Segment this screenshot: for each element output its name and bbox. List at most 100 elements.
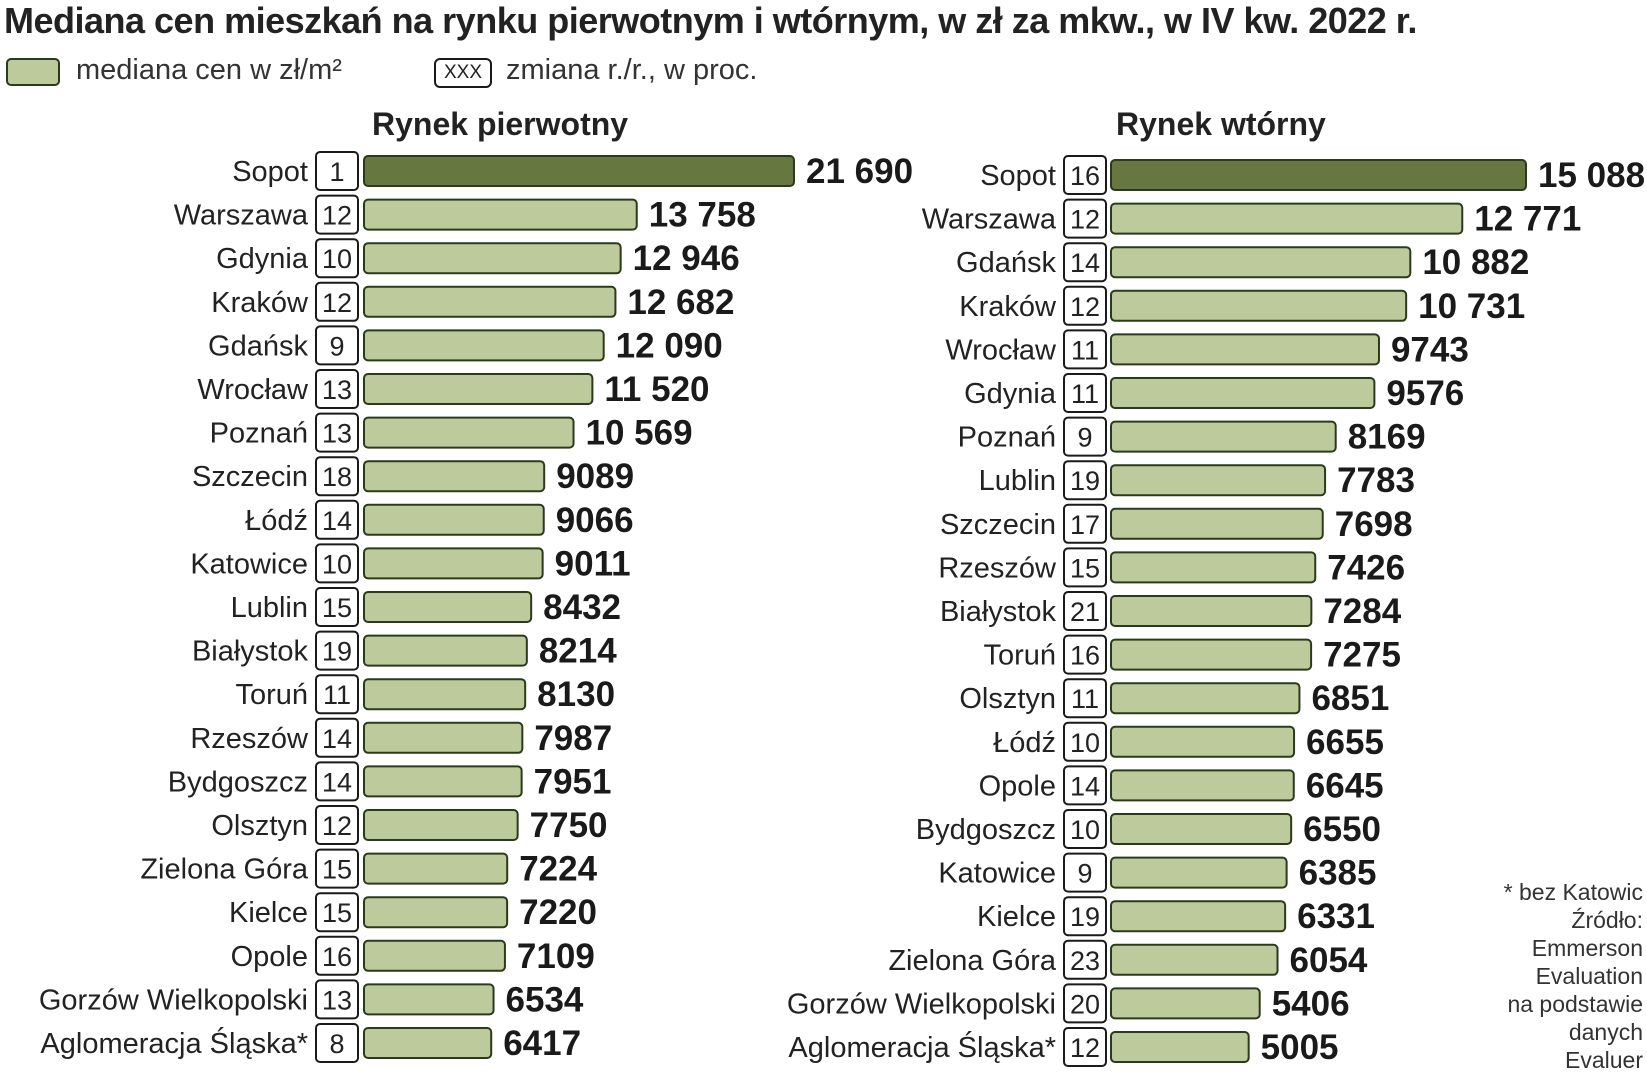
bar xyxy=(1110,1031,1250,1063)
bar-row: Łódź 10 6655 xyxy=(993,721,1384,762)
bar xyxy=(363,547,544,580)
change-value: 10 xyxy=(1070,815,1100,845)
bar xyxy=(1110,420,1337,453)
bar-row: Łódź 14 9066 xyxy=(245,499,634,540)
change-value: 9 xyxy=(1077,423,1092,453)
value-label: 7750 xyxy=(530,806,608,845)
bar-row: Poznań 9 8169 xyxy=(958,416,1426,457)
change-box xyxy=(1063,329,1107,370)
category-label: Gdańsk xyxy=(956,247,1056,279)
category-label: Kraków xyxy=(959,291,1057,323)
value-label: 6645 xyxy=(1306,766,1384,805)
change-box xyxy=(315,1023,359,1063)
bar-row: Rzeszów 15 7426 xyxy=(938,547,1405,588)
bar-row: Lublin 15 8432 xyxy=(231,587,621,627)
bar xyxy=(1110,333,1380,366)
bar xyxy=(1110,159,1527,191)
category-label: Lublin xyxy=(979,465,1056,497)
bar-row: Katowice 10 9011 xyxy=(190,543,631,584)
category-label: Gorzów Wielkopolski xyxy=(39,984,308,1016)
category-label: Łódź xyxy=(245,505,308,537)
legend-price-swatch xyxy=(6,58,60,86)
change-value: 15 xyxy=(1070,553,1100,583)
legend-change-label: zmiana r./r., w proc. xyxy=(506,54,758,86)
change-box xyxy=(1063,721,1107,762)
change-value: 15 xyxy=(322,593,352,623)
bar-row: Sopot 16 15 088 xyxy=(980,155,1645,195)
change-box xyxy=(1063,634,1107,675)
category-label: Łódź xyxy=(993,727,1056,759)
category-label: Bydgoszcz xyxy=(916,814,1056,846)
bar-row: Aglomeracja Śląska* 8 6417 xyxy=(40,1023,581,1063)
category-label: Aglomeracja Śląska* xyxy=(40,1026,308,1060)
category-label: Gorzów Wielkopolski xyxy=(787,988,1056,1020)
value-label: 8214 xyxy=(539,632,617,671)
change-box xyxy=(1063,591,1107,631)
bar-row: Bydgoszcz 14 7951 xyxy=(168,761,612,802)
note-line: Emmerson xyxy=(1531,935,1643,961)
panel-title-primary: Rynek pierwotny xyxy=(372,106,629,142)
value-label: 5005 xyxy=(1261,1028,1339,1067)
bar xyxy=(363,285,617,318)
change-value: 11 xyxy=(1071,684,1099,714)
bar xyxy=(363,591,533,623)
bar xyxy=(363,242,622,275)
bar xyxy=(1110,725,1296,758)
change-box xyxy=(315,587,359,627)
bar xyxy=(1110,289,1408,322)
category-label: Warszawa xyxy=(174,200,309,232)
change-box xyxy=(1063,939,1107,980)
bar xyxy=(1110,551,1317,584)
category-label: Warszawa xyxy=(922,204,1057,236)
value-label: 6385 xyxy=(1299,854,1377,893)
category-label: Sopot xyxy=(980,160,1056,192)
category-label: Opole xyxy=(979,770,1056,802)
change-box xyxy=(315,935,359,976)
category-label: Katowice xyxy=(190,548,308,580)
change-value: 9 xyxy=(1077,859,1092,889)
value-label: 12 946 xyxy=(633,239,740,278)
change-box xyxy=(1063,1027,1107,1067)
change-value: 14 xyxy=(322,724,352,754)
bar-row: Wrocław 11 9743 xyxy=(945,329,1469,370)
change-value: 11 xyxy=(323,680,351,710)
bar-row: Toruń 11 8130 xyxy=(235,674,615,715)
bar-row: Szczecin 18 9089 xyxy=(192,456,634,497)
value-label: 7987 xyxy=(534,719,612,758)
bar-row: Gorzów Wielkopolski 20 5406 xyxy=(787,983,1350,1024)
value-label: 8432 xyxy=(543,588,621,627)
bar xyxy=(1110,900,1287,933)
bar xyxy=(1110,202,1464,235)
category-label: Białystok xyxy=(192,636,309,668)
category-label: Kraków xyxy=(211,287,309,319)
value-label: 7284 xyxy=(1323,592,1401,631)
change-box xyxy=(315,543,359,584)
bar xyxy=(1110,638,1313,671)
bar-row: Gdynia 11 9576 xyxy=(964,373,1464,413)
change-box xyxy=(1063,503,1107,544)
bar-row: Katowice 9 6385 xyxy=(938,852,1377,893)
change-box xyxy=(315,369,359,409)
change-box xyxy=(1063,373,1107,413)
bar xyxy=(1110,464,1327,497)
change-box xyxy=(315,761,359,802)
bar xyxy=(363,416,575,449)
value-label: 7783 xyxy=(1337,461,1415,500)
bar xyxy=(1110,943,1279,976)
change-value: 16 xyxy=(1070,641,1100,671)
value-label: 10 882 xyxy=(1422,243,1529,282)
change-box xyxy=(1063,852,1107,893)
category-label: Olsztyn xyxy=(211,810,308,842)
note-line: * bez Katowic xyxy=(1503,879,1643,905)
bar-row: Wrocław 13 11 520 xyxy=(197,369,710,409)
value-label: 9089 xyxy=(556,457,634,496)
value-label: 21 690 xyxy=(806,152,913,191)
change-value: 13 xyxy=(322,375,352,405)
category-label: Lublin xyxy=(231,592,308,624)
change-value: 13 xyxy=(322,419,352,449)
change-box xyxy=(1063,285,1107,326)
value-label: 7109 xyxy=(517,937,595,976)
change-value: 10 xyxy=(322,244,352,274)
change-value: 19 xyxy=(1070,466,1100,496)
value-label: 6417 xyxy=(503,1024,581,1063)
